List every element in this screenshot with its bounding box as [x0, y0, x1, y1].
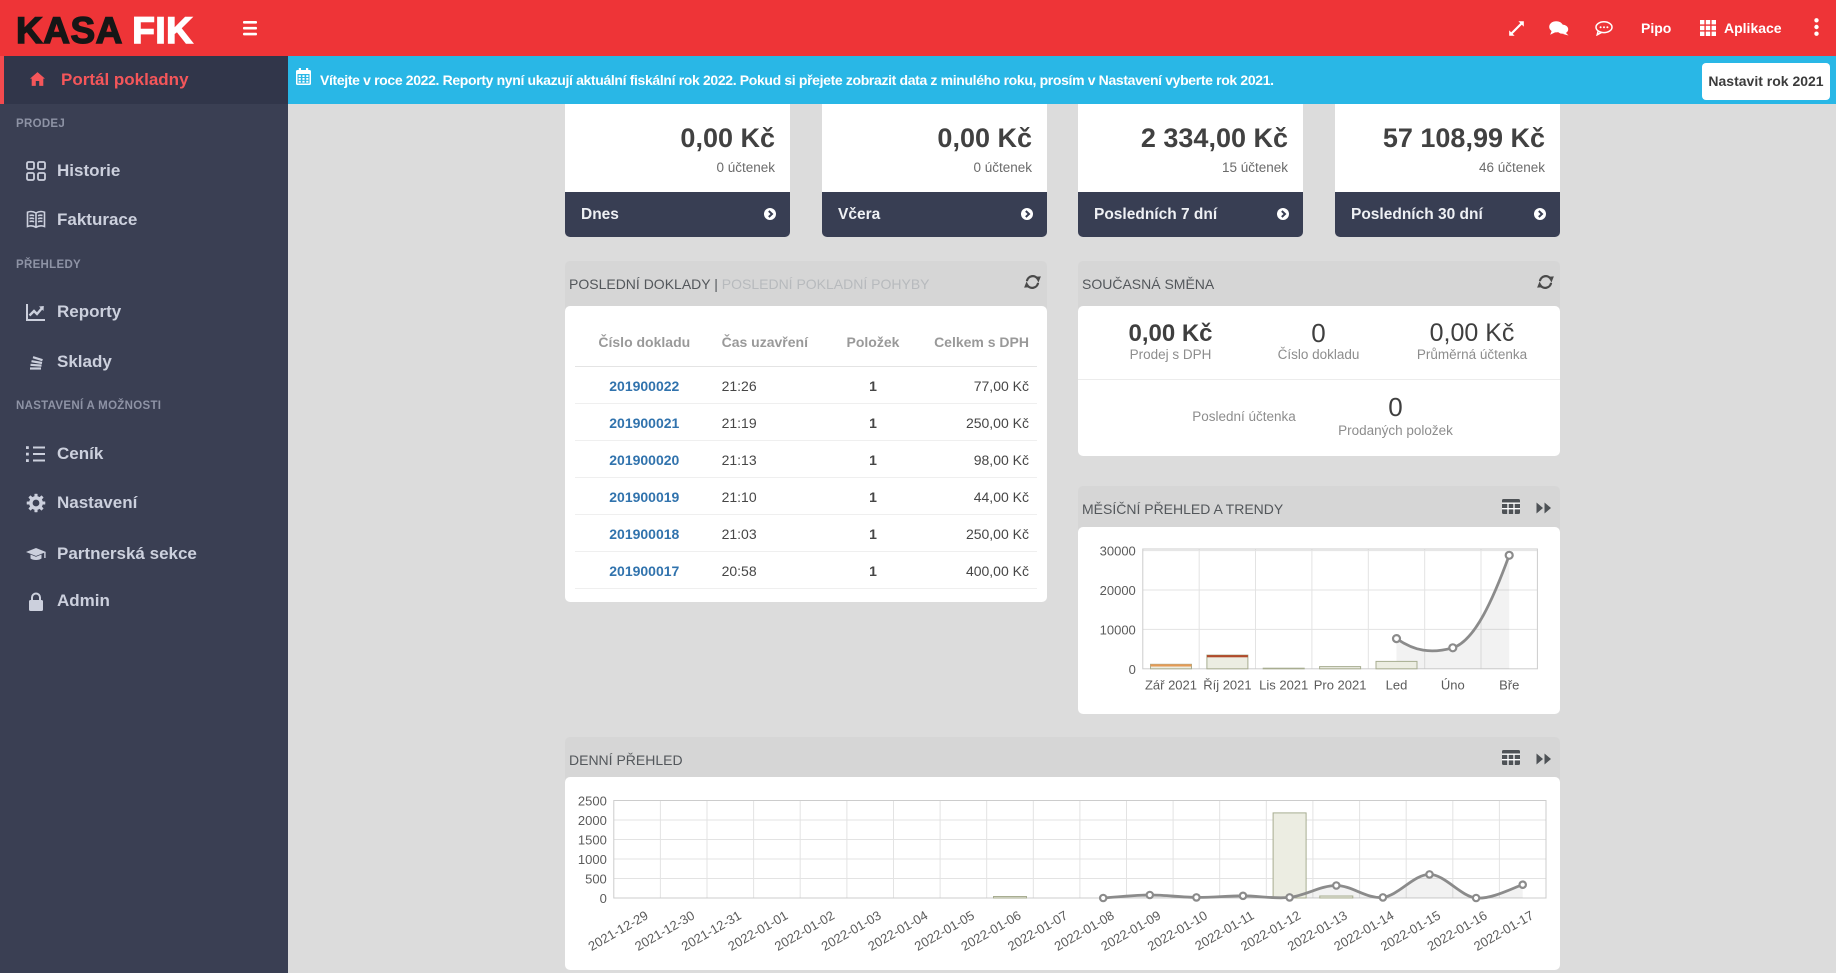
svg-text:Zář 2021: Zář 2021	[1145, 678, 1197, 693]
svg-text:Úno: Úno	[1441, 678, 1465, 693]
svg-text:Pro 2021: Pro 2021	[1314, 678, 1367, 693]
svg-text:10000: 10000	[1100, 622, 1136, 637]
svg-text:Říj 2021: Říj 2021	[1203, 678, 1251, 693]
svg-text:2000: 2000	[578, 813, 607, 828]
svg-text:500: 500	[585, 872, 607, 887]
svg-text:0: 0	[600, 891, 607, 906]
svg-text:Lis 2021: Lis 2021	[1259, 678, 1308, 693]
svg-text:1500: 1500	[578, 833, 607, 848]
svg-text:1000: 1000	[578, 852, 607, 867]
svg-text:20000: 20000	[1100, 583, 1136, 598]
svg-text:0: 0	[1129, 662, 1136, 677]
svg-text:2500: 2500	[578, 794, 607, 809]
svg-text:30000: 30000	[1100, 544, 1136, 559]
svg-text:Bře: Bře	[1499, 678, 1519, 693]
svg-text:Led: Led	[1386, 678, 1408, 693]
